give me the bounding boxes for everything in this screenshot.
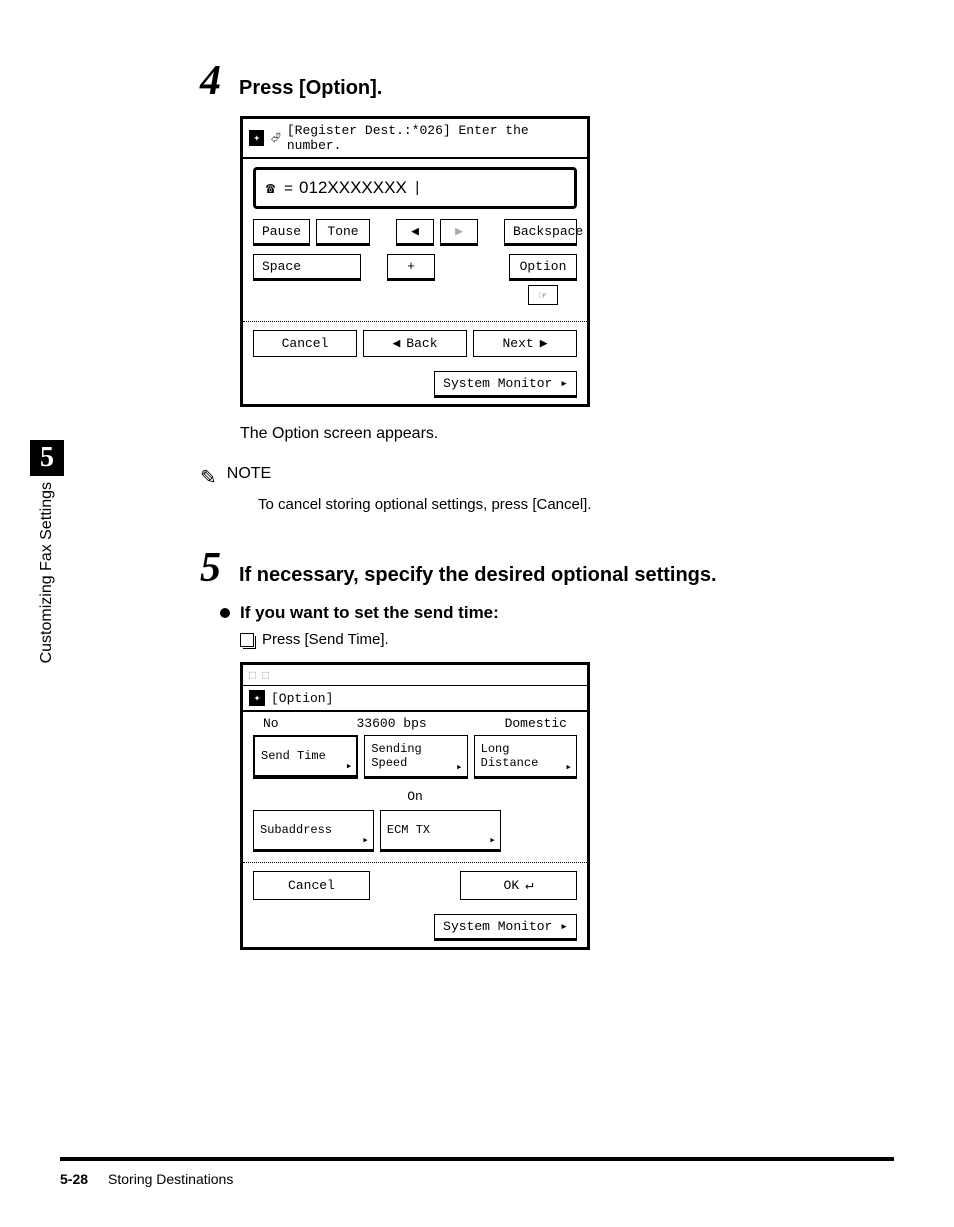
tone-button[interactable]: Tone: [316, 219, 370, 246]
ecm-tx-button[interactable]: ECM TX▸: [380, 810, 501, 852]
cancel-button-2[interactable]: Cancel: [253, 871, 370, 900]
val-on: On: [243, 787, 587, 810]
footer-page: 5-28: [60, 1171, 88, 1187]
val-no: No: [263, 716, 279, 731]
backspace-button[interactable]: Backspace: [504, 219, 577, 246]
footer-text: 5-28 Storing Destinations: [60, 1171, 894, 1187]
subaddress-button[interactable]: Subaddress▸: [253, 810, 374, 852]
step-5-number: 5: [200, 547, 221, 589]
system-monitor-button[interactable]: System Monitor ▸: [434, 371, 577, 398]
pause-button[interactable]: Pause: [253, 219, 310, 246]
phone-icon: ☎ =: [266, 179, 293, 198]
text-cursor: |: [413, 180, 422, 197]
note-text: To cancel storing optional settings, pre…: [258, 496, 900, 513]
step-5-instruction: Press [Send Time].: [262, 631, 389, 648]
lcd-screen-1: ✦ ⮰ [Register Dest.:*026] Enter the numb…: [240, 116, 590, 407]
chapter-label: Customizing Fax Settings: [38, 482, 56, 663]
lcd2-header-text: [Option]: [271, 691, 333, 706]
lcd-screen-2: ⬚ ⬚ ✦ [Option] No 33600 bps Domestic Sen…: [240, 662, 590, 950]
step-5-title: If necessary, specify the desired option…: [239, 564, 717, 587]
next-button[interactable]: Next▶: [473, 330, 577, 357]
space-button[interactable]: Space: [253, 254, 361, 281]
plus-button[interactable]: +: [387, 254, 435, 281]
cursor-icon: ⮰: [270, 131, 280, 146]
option-button[interactable]: Option: [509, 254, 577, 281]
long-distance-button[interactable]: Long Distance▸: [474, 735, 577, 779]
val-bps: 33600 bps: [356, 716, 426, 731]
step-4-number: 4: [200, 60, 221, 102]
note-label: NOTE: [227, 465, 271, 483]
bullet-icon: [220, 608, 230, 618]
cursor-left-button[interactable]: ◀: [396, 219, 434, 246]
fax-number: 012XXXXXXX: [299, 178, 407, 198]
cancel-button[interactable]: Cancel: [253, 330, 357, 357]
step-4-title: Press [Option].: [239, 77, 382, 100]
val-domestic: Domestic: [505, 716, 567, 731]
globe-icon: ✦: [249, 690, 265, 706]
sending-speed-button[interactable]: Sending Speed▸: [364, 735, 467, 779]
back-button[interactable]: ◀Back: [363, 330, 467, 357]
note-icon: ✎: [200, 465, 217, 490]
checkbox-icon: [240, 633, 254, 647]
system-monitor-button-2[interactable]: System Monitor ▸: [434, 914, 577, 941]
globe-icon: ✦: [249, 130, 264, 146]
chapter-number: 5: [30, 440, 64, 476]
ok-button[interactable]: OK↵: [460, 871, 577, 900]
footer-rule: [60, 1157, 894, 1161]
chapter-tab: 5 Customizing Fax Settings: [30, 440, 64, 663]
cursor-right-button[interactable]: ▶: [440, 219, 478, 246]
pointer-icon: ☞: [528, 285, 558, 305]
footer-section: Storing Destinations: [108, 1171, 233, 1187]
step-5-subtitle: If you want to set the send time:: [240, 603, 499, 623]
step-4-description: The Option screen appears.: [240, 425, 900, 443]
lcd1-header-text: [Register Dest.:*026] Enter the number.: [287, 123, 581, 153]
lcd2-partial-top: ⬚ ⬚: [243, 665, 587, 686]
send-time-button[interactable]: Send Time▸: [253, 735, 358, 779]
